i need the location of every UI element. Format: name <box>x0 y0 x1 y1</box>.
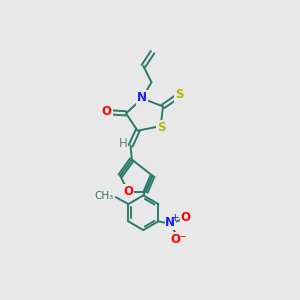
Text: CH₃: CH₃ <box>94 191 114 201</box>
Text: N: N <box>137 91 147 104</box>
Text: S: S <box>175 88 183 101</box>
Text: O: O <box>181 211 191 224</box>
Text: O: O <box>102 105 112 118</box>
Text: +: + <box>171 213 180 223</box>
Text: H: H <box>119 137 128 150</box>
Text: N: N <box>165 216 176 229</box>
Text: O⁻: O⁻ <box>170 233 187 246</box>
Text: O: O <box>123 185 133 198</box>
Text: S: S <box>157 121 165 134</box>
